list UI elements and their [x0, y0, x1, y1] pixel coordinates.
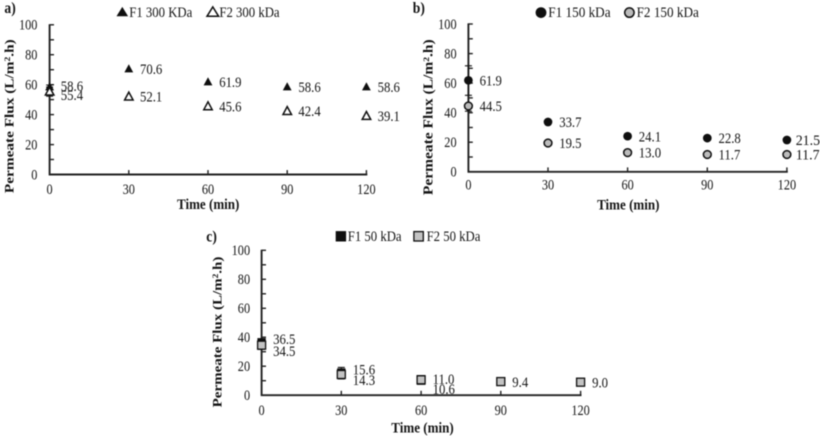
svg-text:61.9: 61.9	[480, 74, 502, 90]
svg-text:70.6: 70.6	[140, 62, 162, 78]
svg-text:0: 0	[47, 181, 53, 197]
svg-text:80: 80	[238, 271, 250, 287]
svg-text:Time (min): Time (min)	[597, 196, 660, 213]
svg-text:58.6: 58.6	[378, 80, 400, 96]
svg-text:61.9: 61.9	[219, 75, 241, 91]
svg-text:30: 30	[335, 402, 347, 418]
svg-text:60: 60	[238, 300, 250, 316]
svg-text:120: 120	[778, 177, 797, 193]
svg-text:10.6: 10.6	[433, 382, 455, 398]
svg-text:21.5: 21.5	[796, 133, 820, 150]
svg-text:11.0: 11.0	[433, 372, 455, 388]
svg-text:100: 100	[232, 242, 251, 258]
svg-text:0: 0	[465, 177, 471, 193]
svg-text:F1 150 kDa: F1 150 kDa	[548, 4, 611, 21]
svg-text:44.5: 44.5	[480, 99, 502, 115]
svg-text:120: 120	[357, 181, 376, 197]
svg-text:60: 60	[415, 402, 427, 418]
svg-text:45.6: 45.6	[219, 99, 241, 115]
svg-text:60: 60	[444, 75, 456, 91]
svg-text:30: 30	[542, 177, 554, 193]
svg-text:F2 150 kDa: F2 150 kDa	[637, 4, 700, 21]
svg-text:33.7: 33.7	[559, 115, 581, 131]
svg-text:F2 300 kDa: F2 300 kDa	[219, 5, 279, 21]
svg-text:9.0: 9.0	[592, 376, 608, 392]
svg-text:34.5: 34.5	[273, 344, 295, 360]
svg-text:b): b)	[413, 0, 425, 17]
svg-text:Time (min): Time (min)	[391, 419, 454, 436]
svg-text:52.1: 52.1	[140, 90, 162, 106]
svg-text:80: 80	[444, 45, 456, 61]
svg-text:42.4: 42.4	[298, 104, 320, 120]
svg-text:11.7: 11.7	[796, 147, 820, 164]
svg-text:15.6: 15.6	[353, 363, 375, 379]
svg-text:90: 90	[495, 402, 507, 418]
svg-text:39.1: 39.1	[378, 109, 400, 125]
svg-text:100: 100	[19, 17, 38, 33]
svg-text:14.3: 14.3	[353, 373, 375, 389]
svg-text:60: 60	[621, 177, 633, 193]
svg-text:Time (min): Time (min)	[177, 196, 240, 213]
svg-text:120: 120	[571, 402, 590, 418]
svg-text:90: 90	[281, 181, 293, 197]
svg-text:c): c)	[206, 229, 217, 246]
svg-text:36.5: 36.5	[273, 332, 295, 348]
svg-text:F1 50 kDa: F1 50 kDa	[348, 229, 402, 245]
svg-text:100: 100	[438, 16, 457, 32]
svg-text:58.6: 58.6	[298, 80, 320, 96]
svg-text:0: 0	[31, 166, 37, 182]
svg-text:Permeate Flux (L/m2.h): Permeate Flux (L/m2.h)	[3, 39, 18, 193]
svg-text:a): a)	[4, 0, 15, 17]
svg-text:20: 20	[444, 134, 456, 150]
svg-text:30: 30	[123, 181, 135, 197]
svg-text:90: 90	[701, 177, 713, 193]
svg-text:20: 20	[238, 358, 250, 374]
svg-text:55.4: 55.4	[61, 88, 83, 104]
svg-text:13.0: 13.0	[639, 146, 661, 162]
svg-text:40: 40	[444, 104, 456, 120]
svg-text:40: 40	[238, 329, 250, 345]
svg-text:11.7: 11.7	[719, 148, 741, 164]
svg-text:58.6: 58.6	[61, 79, 83, 95]
svg-text:80: 80	[25, 46, 37, 62]
svg-text:0: 0	[244, 387, 250, 403]
svg-text:0: 0	[259, 402, 265, 418]
svg-text:9.4: 9.4	[512, 375, 528, 391]
svg-text:60: 60	[202, 181, 214, 197]
svg-text:F1 300 KDa: F1 300 KDa	[129, 5, 192, 21]
svg-text:24.1: 24.1	[639, 129, 661, 145]
svg-text:22.8: 22.8	[719, 131, 741, 147]
svg-text:F2 50 kDa: F2 50 kDa	[427, 229, 481, 245]
svg-text:60: 60	[25, 76, 37, 92]
svg-text:40: 40	[25, 106, 37, 122]
svg-text:Permeate Flux (L/m2.h): Permeate Flux (L/m2.h)	[422, 39, 437, 195]
svg-text:Permeate Flux (L/m2.h): Permeate Flux (L/m2.h)	[211, 256, 226, 407]
svg-text:20: 20	[25, 136, 37, 152]
svg-text:0: 0	[450, 164, 456, 180]
svg-text:19.5: 19.5	[559, 136, 581, 152]
